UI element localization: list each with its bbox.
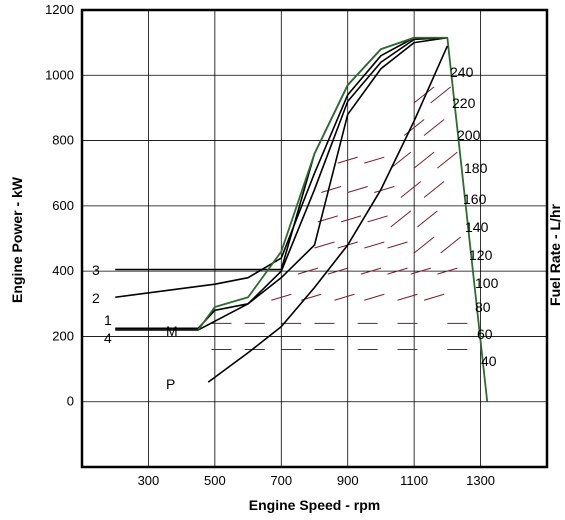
contour-dash [334, 293, 355, 301]
contour-label-60: 60 [477, 326, 493, 342]
contour-dash [314, 241, 335, 249]
curve-labels: 3 21 4 M P [92, 262, 178, 392]
contour-label-240: 240 [450, 64, 474, 80]
contour-dash [364, 156, 385, 164]
contour-dash [387, 267, 408, 275]
contour-dash [423, 119, 445, 136]
contour-dash [367, 215, 388, 223]
curve-label-M: M [166, 323, 178, 339]
x-axis-ticks: 300 500 700 900 1100 1300 [138, 473, 495, 488]
y-tick-label: 200 [52, 328, 74, 343]
contour-dash [387, 241, 408, 249]
contour-dash [360, 267, 382, 275]
x-tick-label: 300 [138, 473, 160, 488]
contour-label-40: 40 [481, 353, 497, 369]
contour-dash [297, 267, 319, 275]
curve-label-4: 4 [104, 330, 112, 346]
contour-dash [413, 86, 435, 104]
contour-dash [437, 267, 458, 275]
contour-dash [430, 86, 452, 104]
contour-dash [364, 241, 385, 249]
contour-labels: 40 60 80 100 120 140 160 180 200 220 240 [450, 64, 499, 369]
y-tick-label: 800 [52, 133, 74, 148]
contour-label-80: 80 [475, 299, 491, 315]
contour-label-120: 120 [469, 247, 493, 263]
curve-label-2: 2 [92, 290, 100, 306]
curve-label-P: P [166, 376, 175, 392]
power-curves [115, 36, 489, 402]
y-tick-label: 400 [52, 263, 74, 278]
contour-label-180: 180 [464, 160, 488, 176]
x-tick-label: 700 [270, 473, 292, 488]
contour-dash [271, 293, 292, 301]
plot-frame [80, 8, 549, 469]
contour-dash [390, 151, 412, 169]
grid-lines [82, 10, 547, 468]
contour-dash [423, 181, 445, 198]
contour-dash [347, 186, 368, 194]
contour-dash [327, 267, 348, 275]
contour-dash [337, 156, 358, 164]
y-tick-label: 1200 [45, 2, 74, 17]
curve-M [197, 36, 489, 402]
contour-dash [390, 210, 412, 228]
contour-dash [423, 293, 445, 301]
contour-dash [417, 210, 438, 228]
x-tick-label: 1300 [466, 473, 495, 488]
contour-label-200: 200 [457, 127, 481, 143]
fuel-rate-contours [211, 86, 468, 350]
contour-dash [440, 236, 461, 254]
contour-label-140: 140 [465, 219, 489, 235]
contour-dash [397, 293, 418, 301]
x-tick-label: 900 [337, 473, 359, 488]
contour-dash [320, 186, 342, 194]
x-axis-title: Engine Speed - rpm [249, 497, 380, 513]
y-tick-label: 600 [52, 198, 74, 213]
y-axis-ticks: 0 200 400 600 800 1000 1200 [45, 2, 74, 409]
y-axis-title: Engine Power - kW [9, 176, 25, 303]
curve-label-1: 1 [104, 312, 112, 328]
curve-2 [115, 36, 448, 299]
curve-label-3: 3 [92, 262, 100, 278]
y-tick-label: 1000 [45, 67, 74, 82]
x-tick-label: 1100 [400, 473, 428, 488]
contour-label-160: 160 [463, 191, 487, 207]
contour-dash [400, 181, 422, 198]
contour-label-100: 100 [475, 275, 499, 291]
contour-dash [413, 151, 435, 169]
contour-dash [374, 186, 395, 194]
contour-dash [413, 236, 435, 254]
contour-dash [403, 119, 425, 136]
x-tick-label: 500 [204, 473, 226, 488]
contour-dash [437, 151, 458, 169]
curve-4 [115, 36, 448, 331]
curve-P [207, 45, 449, 383]
contour-dash [364, 293, 385, 301]
contour-dash [410, 267, 431, 275]
y-tick-label: 0 [67, 394, 74, 409]
contour-label-220: 220 [452, 95, 476, 111]
contour-dash [340, 215, 362, 223]
y2-axis-title: Fuel Rate - L/hr [547, 204, 563, 306]
